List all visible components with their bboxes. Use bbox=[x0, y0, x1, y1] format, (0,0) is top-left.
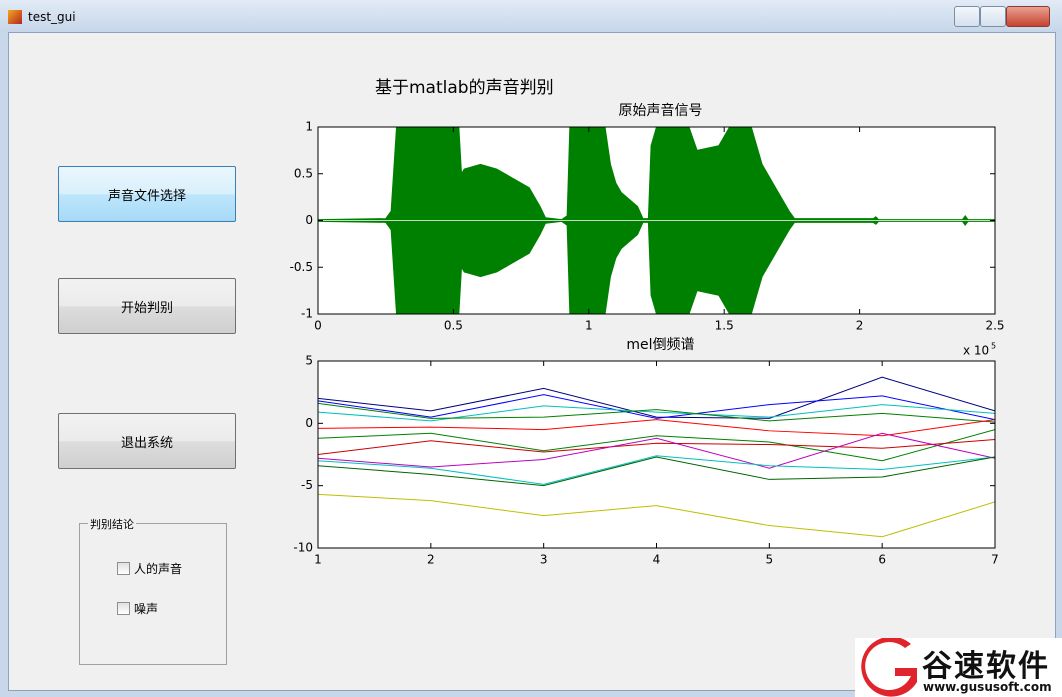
x-tick-label: 1 bbox=[585, 319, 593, 333]
panel-title: 判别结论 bbox=[88, 516, 136, 532]
x-tick-label: 2.5 bbox=[985, 319, 1004, 333]
y-tick-label: -1 bbox=[301, 307, 313, 321]
x-tick-label: 7 bbox=[991, 553, 999, 567]
y-scale-exponent: 5 bbox=[991, 342, 996, 351]
x-tick-label: 2 bbox=[856, 319, 864, 333]
chart-title: mel倒频谱 bbox=[626, 337, 694, 353]
series-line bbox=[318, 432, 995, 469]
window-title: test_gui bbox=[28, 10, 76, 24]
series-line bbox=[318, 394, 995, 421]
app-icon bbox=[8, 10, 22, 24]
y-scale-label: x 10 bbox=[963, 344, 989, 358]
chart-title: 原始声音信号 bbox=[619, 102, 703, 119]
y-tick-label: 0 bbox=[305, 213, 313, 227]
y-tick-label: 0.5 bbox=[294, 166, 313, 180]
y-tick-label: 1 bbox=[305, 120, 313, 134]
series-line bbox=[318, 404, 995, 422]
watermark-url: www.gususoft.com bbox=[923, 680, 1052, 694]
x-tick-label: 3 bbox=[540, 553, 548, 567]
plot-data bbox=[318, 127, 995, 314]
close-button[interactable] bbox=[1006, 6, 1050, 27]
minimize-button[interactable] bbox=[954, 6, 980, 27]
series-line bbox=[318, 455, 995, 485]
result-panel bbox=[79, 523, 227, 665]
series-line bbox=[318, 493, 995, 538]
x-tick-label: 5 bbox=[766, 553, 774, 567]
waveform-lower bbox=[318, 220, 995, 314]
x-tick-label: 6 bbox=[878, 553, 886, 567]
x-tick-label: 2 bbox=[427, 553, 435, 567]
checkbox[interactable]: 噪声 bbox=[117, 600, 158, 617]
x-tick-label: 0 bbox=[314, 319, 322, 333]
checkbox-label: 噪声 bbox=[134, 602, 159, 616]
y-tick-label: -5 bbox=[301, 478, 313, 492]
series-line bbox=[318, 419, 995, 437]
title-bar: test_gui bbox=[0, 0, 1062, 32]
y-tick-label: -0.5 bbox=[290, 260, 313, 274]
watermark bbox=[855, 638, 1062, 697]
watermark-name: 谷速软件 bbox=[922, 649, 1050, 684]
series-line bbox=[318, 456, 995, 487]
checkbox-label: 人的声音 bbox=[134, 562, 183, 576]
start-button[interactable]: 开始判别 bbox=[58, 278, 236, 334]
checkbox[interactable]: 人的声音 bbox=[117, 560, 182, 577]
x-tick-label: 0.5 bbox=[444, 319, 463, 333]
waveform-upper bbox=[318, 127, 995, 221]
series-line bbox=[318, 439, 995, 455]
exit-button[interactable]: 退出系统 bbox=[58, 413, 236, 469]
series-line bbox=[318, 402, 995, 423]
maximize-button[interactable] bbox=[980, 6, 1006, 27]
select-file-button[interactable]: 声音文件选择 bbox=[58, 166, 236, 222]
series-line bbox=[318, 429, 995, 462]
y-tick-label: -10 bbox=[293, 541, 313, 555]
y-tick-label: 0 bbox=[305, 416, 313, 430]
x-tick-label: 1 bbox=[314, 553, 322, 567]
watermark-logo bbox=[861, 638, 917, 697]
series-line bbox=[318, 376, 995, 419]
heading: 基于matlab的声音判别 bbox=[375, 78, 554, 98]
plot-data bbox=[318, 376, 995, 538]
plot-area bbox=[318, 361, 995, 548]
y-tick-label: 5 bbox=[305, 354, 313, 368]
x-tick-label: 4 bbox=[653, 553, 661, 567]
x-tick-label: 1.5 bbox=[715, 319, 734, 333]
